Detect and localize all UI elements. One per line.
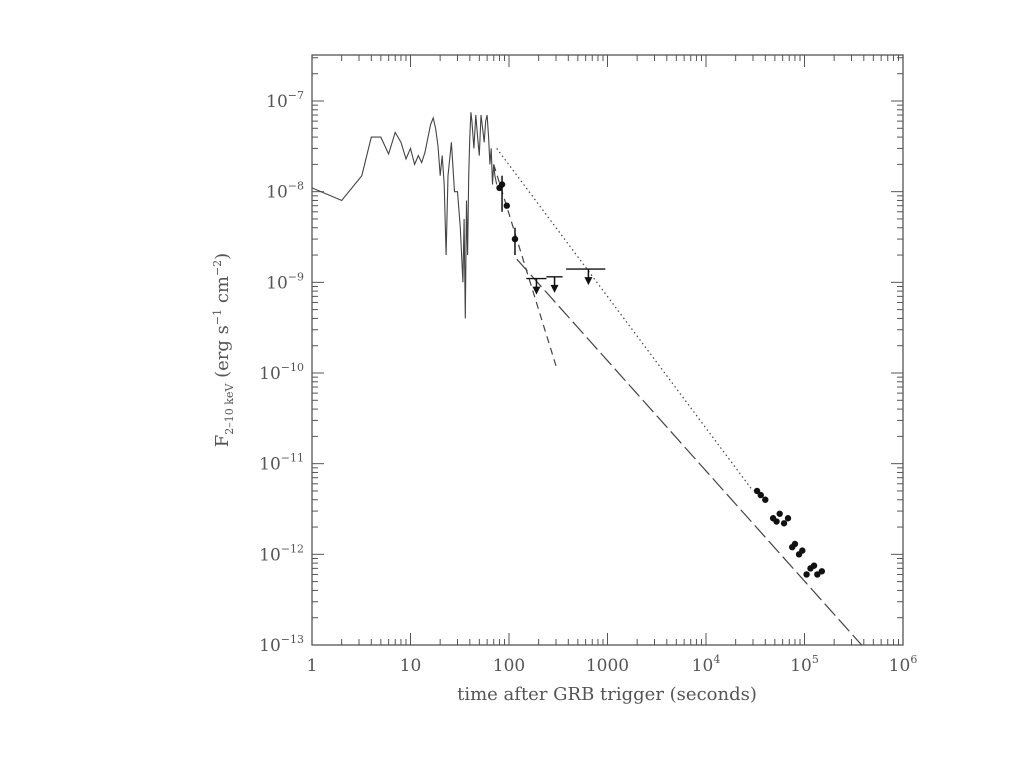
data-points [496,175,826,578]
data-point [757,491,764,499]
data-point [818,568,826,575]
series-line-dotted [496,148,754,492]
data-point [814,571,821,578]
y-axis-label-main: F [212,435,233,448]
y-axis-label-units-mid: cm [212,276,233,309]
data-point [803,571,810,578]
x-tick-label: 105 [790,653,819,676]
y-axis-label-units-close: ) [212,253,233,260]
y-tick-label: 10−9 [266,270,304,293]
y-tick-label: 10−12 [259,542,304,565]
y-axis-label-exp1: −1 [211,309,224,325]
y-tick-label: 10−7 [266,89,304,112]
data-point [810,562,818,569]
x-tick-labels: 1 10 100 1000 104 105 106 [307,653,918,676]
series-line-dashed [493,164,557,366]
data-point [762,496,769,503]
data-point [753,487,761,495]
data-point [776,510,783,517]
y-axis-label-subscript: 2–10 keV [223,383,236,435]
series-lines [311,112,863,646]
data-point [773,518,780,525]
y-axis-label: F2–10 keV (erg s−1 cm−2) [211,253,236,447]
upper-limits [526,268,606,295]
y-axis-label-units-open: (erg s [212,325,233,383]
data-point [791,540,799,548]
y-tick-label: 10−10 [259,361,304,384]
x-tick-label: 106 [889,653,918,676]
series-line-solid [311,112,498,319]
x-tick-label: 104 [692,653,721,676]
upper-limit-arrow [532,286,541,295]
x-tick-label: 1 [307,656,318,676]
x-tick-label: 1000 [586,656,629,676]
x-tick-label: 10 [400,656,422,676]
y-tick-label: 10−13 [259,633,304,656]
data-point [503,202,511,209]
upper-limit-arrow [550,284,559,293]
y-tick-labels: 10−13 10−12 10−11 10−10 10−9 10−8 10−7 [259,89,304,656]
svg-text:F2–10 keV (erg s−1 cm−2): F2–10 keV (erg s−1 cm−2) [211,253,236,447]
axis-ticks [311,55,903,646]
y-tick-label: 10−8 [266,180,304,203]
x-tick-label: 100 [493,656,525,676]
x-axis-label: time after GRB trigger (seconds) [457,684,757,705]
data-point [780,520,788,527]
data-point [799,547,806,554]
plot-frame [311,54,904,646]
y-tick-label: 10−11 [259,452,304,475]
upper-limit-arrow [584,277,593,286]
y-axis-label-exp2: −2 [211,260,224,276]
series-line-long-dash [516,258,863,646]
data-point [784,515,792,522]
